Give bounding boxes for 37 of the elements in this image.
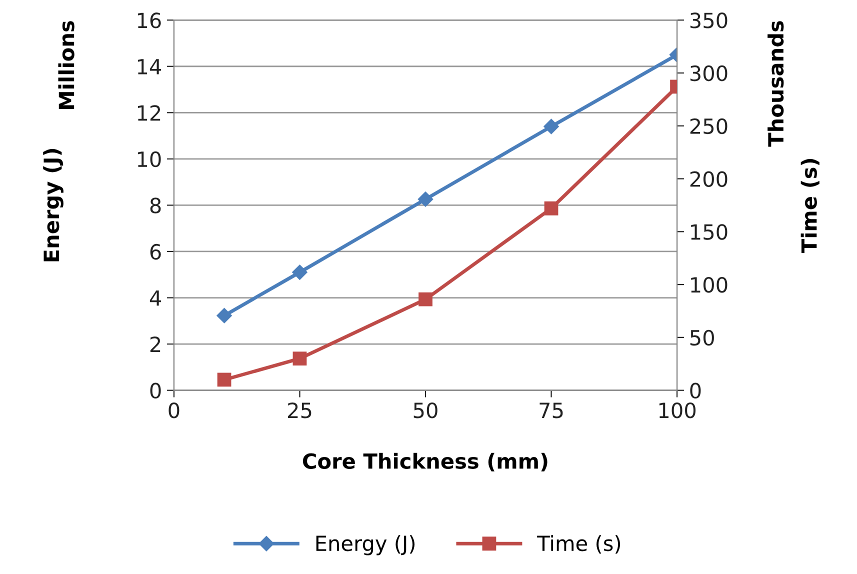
y2-axis-title: Time (s) (800, 159, 820, 254)
y2-tick-label: 300 (690, 65, 728, 82)
y-tick-label: 2 (150, 336, 160, 352)
x-tick-label: 25 (288, 402, 312, 418)
point (544, 118, 559, 134)
x-tick-label: 100 (659, 402, 696, 418)
x-axis-title: Core Thickness (mm) (302, 452, 548, 472)
point (418, 292, 432, 306)
y-tick-label: 8 (150, 198, 161, 214)
point (544, 201, 558, 216)
point (292, 352, 307, 366)
y-tick-label: 16 (138, 12, 161, 28)
point (292, 264, 308, 280)
y-tick-label: 0 (150, 382, 161, 399)
y2-tick-label: 200 (690, 171, 728, 187)
y-tick-label: 12 (138, 105, 160, 121)
point (217, 372, 232, 387)
y-tick-label: 14 (138, 59, 161, 74)
y-tick-label: 4 (150, 290, 161, 306)
y2-tick-label: 150 (691, 224, 728, 240)
x-tick-label: 50 (414, 402, 438, 418)
y-tick-label: 6 (150, 244, 161, 260)
legend-label: Time (s) (537, 535, 620, 554)
y-axis-title: Energy (J) (43, 148, 64, 262)
y2-tick-label: 350 (690, 12, 728, 28)
y-tick-label: 10 (138, 151, 161, 168)
y2-tick-label: 0 (690, 382, 701, 399)
text: Thousands (768, 21, 784, 147)
y2-tick-label: 100 (691, 276, 728, 293)
text: Millions (58, 21, 74, 110)
y2-tick-label: 250 (690, 118, 728, 134)
point (216, 308, 232, 324)
y2-tick-label: 50 (690, 330, 714, 346)
point (418, 192, 434, 207)
x-tick-label: 75 (540, 402, 563, 418)
x-tick-label: 0 (168, 402, 180, 418)
legend-label: Energy (J) (316, 535, 415, 556)
